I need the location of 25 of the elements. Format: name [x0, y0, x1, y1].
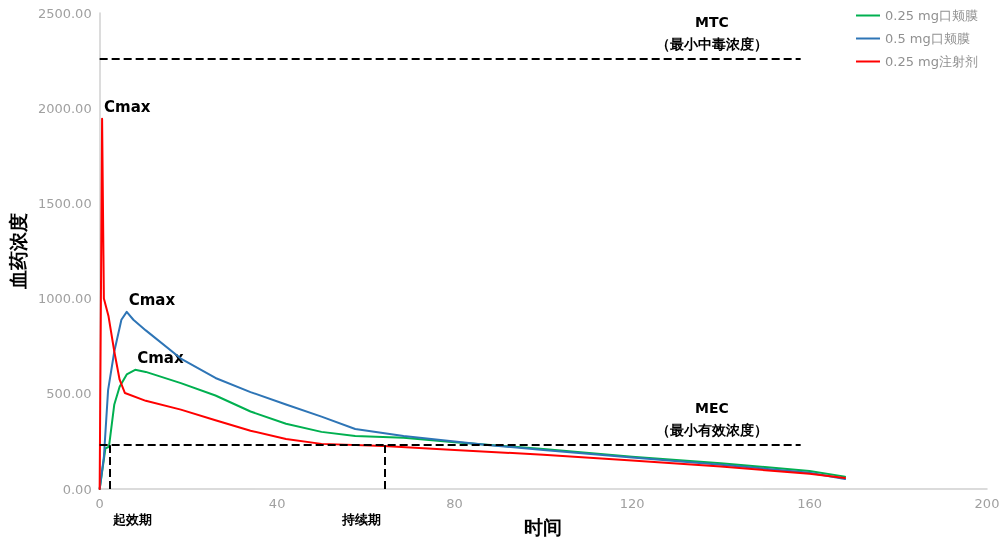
y-tick-label: 2000.00 — [37, 100, 92, 116]
y-tick-label: 0.00 — [62, 481, 92, 497]
y-axis-title: 血药浓度 — [6, 213, 29, 290]
legend-label: 0.25 mg注射剂 — [885, 54, 979, 69]
annotation: Cmax — [128, 291, 176, 310]
annotation: Cmax — [137, 349, 184, 368]
ref-line-label: 起效期 — [112, 511, 153, 527]
line-series — [98, 117, 847, 490]
y-tick-label: 2500.00 — [37, 5, 92, 21]
x-tick-label: 40 — [268, 496, 286, 511]
x-tick-label: 200 — [974, 496, 1000, 511]
ref-line-label: MEC （最小有效浓度） — [655, 400, 768, 439]
x-tick-label: 160 — [797, 496, 822, 511]
x-tick-label: 80 — [446, 496, 463, 511]
x-axis-title: 时间 — [524, 515, 563, 538]
y-tick-label: 500.00 — [46, 386, 92, 402]
annotation: Cmax — [104, 98, 151, 117]
ref-line-label: MTC （最小中毒浓度） — [655, 13, 768, 52]
y-tick-label: 1500.00 — [37, 195, 92, 211]
x-tick-label: 120 — [619, 496, 645, 511]
legend-label: 0.5 mg口颊膜 — [885, 31, 970, 46]
y-tick-label: 1000.00 — [37, 291, 92, 307]
legend-label: 0.25 mg口颊膜 — [885, 8, 979, 23]
x-tick-label: 0 — [95, 496, 104, 511]
ref-line-label: 持续期 — [340, 511, 381, 527]
